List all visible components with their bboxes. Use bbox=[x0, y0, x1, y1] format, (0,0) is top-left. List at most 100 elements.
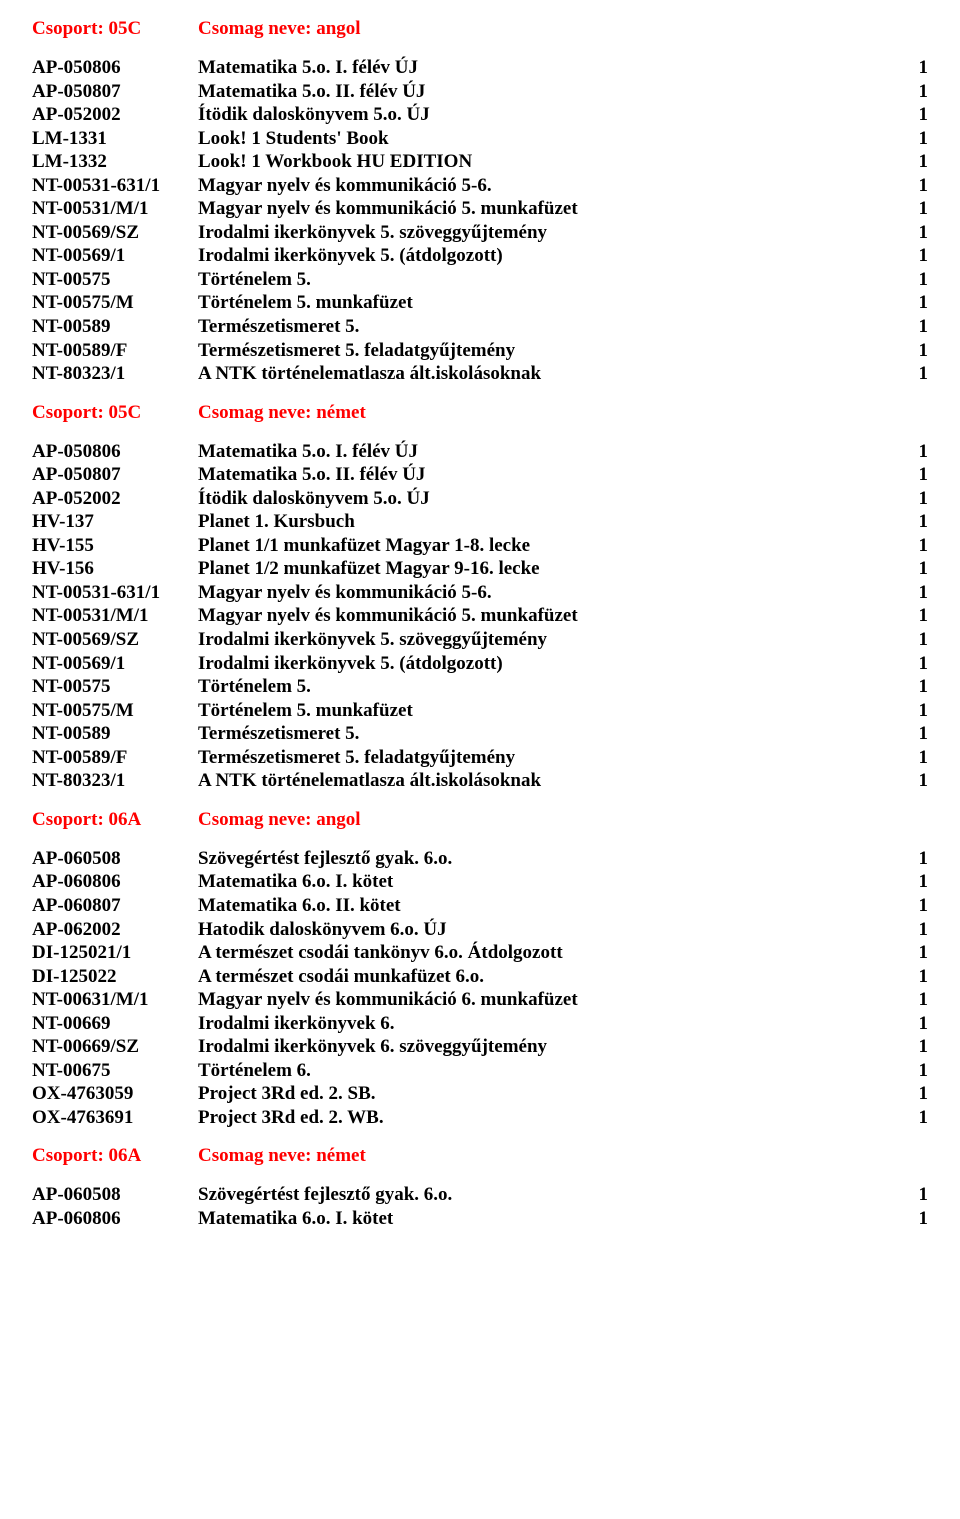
item-code: HV-156 bbox=[32, 557, 198, 581]
item-qty: 1 bbox=[888, 722, 928, 746]
table-row: NT-00569/1Irodalmi ikerkönyvek 5. (átdol… bbox=[32, 244, 928, 268]
item-qty: 1 bbox=[888, 339, 928, 363]
item-qty: 1 bbox=[888, 557, 928, 581]
item-code: NT-00589/F bbox=[32, 746, 198, 770]
item-title: Matematika 5.o. I. félév ÚJ bbox=[198, 56, 888, 80]
table-row: NT-00575Történelem 5.1 bbox=[32, 675, 928, 699]
item-qty: 1 bbox=[888, 581, 928, 605]
item-qty: 1 bbox=[888, 197, 928, 221]
item-qty: 1 bbox=[888, 1082, 928, 1106]
item-qty: 1 bbox=[888, 965, 928, 989]
item-title: Irodalmi ikerkönyvek 5. (átdolgozott) bbox=[198, 652, 888, 676]
table-row: AP-050807Matematika 5.o. II. félév ÚJ1 bbox=[32, 80, 928, 104]
item-code: NT-00575 bbox=[32, 675, 198, 699]
table-row: NT-00531-631/1Magyar nyelv és kommunikác… bbox=[32, 174, 928, 198]
item-code: NT-00531-631/1 bbox=[32, 174, 198, 198]
item-code: NT-00589/F bbox=[32, 339, 198, 363]
table-row: NT-00575/MTörténelem 5. munkafüzet1 bbox=[32, 699, 928, 723]
item-title: Természetismeret 5. feladatgyűjtemény bbox=[198, 746, 888, 770]
item-code: NT-00531/M/1 bbox=[32, 197, 198, 221]
item-title: Irodalmi ikerkönyvek 6. bbox=[198, 1012, 888, 1036]
table-row: OX-4763059Project 3Rd ed. 2. SB.1 bbox=[32, 1082, 928, 1106]
item-code: NT-00569/1 bbox=[32, 244, 198, 268]
item-title: Irodalmi ikerkönyvek 5. szöveggyűjtemény bbox=[198, 221, 888, 245]
item-code: AP-060806 bbox=[32, 1207, 198, 1231]
table-row: NT-00589/FTermészetismeret 5. feladatgyű… bbox=[32, 339, 928, 363]
item-qty: 1 bbox=[888, 244, 928, 268]
package-label: Csomag neve: angol bbox=[198, 18, 928, 40]
item-code: AP-050806 bbox=[32, 56, 198, 80]
table-row: DI-125022A természet csodái munkafüzet 6… bbox=[32, 965, 928, 989]
item-qty: 1 bbox=[888, 847, 928, 871]
item-code: NT-00569/SZ bbox=[32, 628, 198, 652]
item-qty: 1 bbox=[888, 440, 928, 464]
table-row: NT-00569/SZIrodalmi ikerkönyvek 5. szöve… bbox=[32, 221, 928, 245]
table-row: NT-00575Történelem 5.1 bbox=[32, 268, 928, 292]
item-qty: 1 bbox=[888, 463, 928, 487]
item-qty: 1 bbox=[888, 699, 928, 723]
group-label: Csoport: 05C bbox=[32, 18, 198, 40]
item-code: AP-050807 bbox=[32, 80, 198, 104]
item-title: Történelem 6. bbox=[198, 1059, 888, 1083]
item-title: Természetismeret 5. bbox=[198, 722, 888, 746]
section-header: Csoport: 05CCsomag neve: német bbox=[32, 402, 928, 424]
table-row: NT-00575/MTörténelem 5. munkafüzet1 bbox=[32, 291, 928, 315]
table-row: NT-00589Természetismeret 5.1 bbox=[32, 315, 928, 339]
item-code: NT-00589 bbox=[32, 722, 198, 746]
item-code: OX-4763059 bbox=[32, 1082, 198, 1106]
table-row: AP-060508Szövegértést fejlesztő gyak. 6.… bbox=[32, 1183, 928, 1207]
table-row: AP-060806Matematika 6.o. I. kötet1 bbox=[32, 1207, 928, 1231]
item-code: DI-125022 bbox=[32, 965, 198, 989]
table-row: HV-156Planet 1/2 munkafüzet Magyar 9-16.… bbox=[32, 557, 928, 581]
item-list: AP-050806Matematika 5.o. I. félév ÚJ1AP-… bbox=[32, 56, 928, 386]
item-code: AP-050807 bbox=[32, 463, 198, 487]
item-code: HV-155 bbox=[32, 534, 198, 558]
item-title: Look! 1 Workbook HU EDITION bbox=[198, 150, 888, 174]
item-code: AP-052002 bbox=[32, 103, 198, 127]
table-row: LM-1332Look! 1 Workbook HU EDITION1 bbox=[32, 150, 928, 174]
item-title: Természetismeret 5. feladatgyűjtemény bbox=[198, 339, 888, 363]
table-row: NT-00569/1Irodalmi ikerkönyvek 5. (átdol… bbox=[32, 652, 928, 676]
table-row: AP-062002Hatodik daloskönyvem 6.o. ÚJ1 bbox=[32, 918, 928, 942]
item-title: Irodalmi ikerkönyvek 5. szöveggyűjtemény bbox=[198, 628, 888, 652]
item-code: AP-060508 bbox=[32, 1183, 198, 1207]
item-qty: 1 bbox=[888, 1059, 928, 1083]
item-qty: 1 bbox=[888, 315, 928, 339]
item-title: Ítödik daloskönyvem 5.o. ÚJ bbox=[198, 103, 888, 127]
item-qty: 1 bbox=[888, 362, 928, 386]
item-title: Magyar nyelv és kommunikáció 5-6. bbox=[198, 581, 888, 605]
item-code: DI-125021/1 bbox=[32, 941, 198, 965]
section-header: Csoport: 05CCsomag neve: angol bbox=[32, 18, 928, 40]
item-list: AP-050806Matematika 5.o. I. félév ÚJ1AP-… bbox=[32, 440, 928, 793]
table-row: NT-00669Irodalmi ikerkönyvek 6.1 bbox=[32, 1012, 928, 1036]
item-list: AP-060508Szövegértést fejlesztő gyak. 6.… bbox=[32, 1183, 928, 1230]
table-row: DI-125021/1A természet csodái tankönyv 6… bbox=[32, 941, 928, 965]
item-code: NT-00531-631/1 bbox=[32, 581, 198, 605]
table-row: OX-4763691Project 3Rd ed. 2. WB.1 bbox=[32, 1106, 928, 1130]
section-header: Csoport: 06ACsomag neve: német bbox=[32, 1145, 928, 1167]
item-title: Történelem 5. munkafüzet bbox=[198, 291, 888, 315]
table-row: AP-060508Szövegértést fejlesztő gyak. 6.… bbox=[32, 847, 928, 871]
item-title: Szövegértést fejlesztő gyak. 6.o. bbox=[198, 847, 888, 871]
item-title: Project 3Rd ed. 2. WB. bbox=[198, 1106, 888, 1130]
table-row: NT-00531/M/1Magyar nyelv és kommunikáció… bbox=[32, 604, 928, 628]
table-row: AP-050806Matematika 5.o. I. félév ÚJ1 bbox=[32, 440, 928, 464]
item-code: NT-00575 bbox=[32, 268, 198, 292]
item-qty: 1 bbox=[888, 604, 928, 628]
table-row: NT-80323/1A NTK történelematlasza ált.is… bbox=[32, 362, 928, 386]
group-label: Csoport: 05C bbox=[32, 402, 198, 424]
item-qty: 1 bbox=[888, 870, 928, 894]
item-qty: 1 bbox=[888, 746, 928, 770]
item-qty: 1 bbox=[888, 534, 928, 558]
item-code: AP-060508 bbox=[32, 847, 198, 871]
item-code: NT-00569/SZ bbox=[32, 221, 198, 245]
package-label: Csomag neve: német bbox=[198, 402, 928, 424]
item-title: Történelem 5. bbox=[198, 268, 888, 292]
item-title: Magyar nyelv és kommunikáció 5. munkafüz… bbox=[198, 197, 888, 221]
item-code: NT-00575/M bbox=[32, 699, 198, 723]
item-title: Project 3Rd ed. 2. SB. bbox=[198, 1082, 888, 1106]
table-row: AP-050806Matematika 5.o. I. félév ÚJ1 bbox=[32, 56, 928, 80]
group-label: Csoport: 06A bbox=[32, 1145, 198, 1167]
item-code: AP-052002 bbox=[32, 487, 198, 511]
item-title: Matematika 6.o. II. kötet bbox=[198, 894, 888, 918]
